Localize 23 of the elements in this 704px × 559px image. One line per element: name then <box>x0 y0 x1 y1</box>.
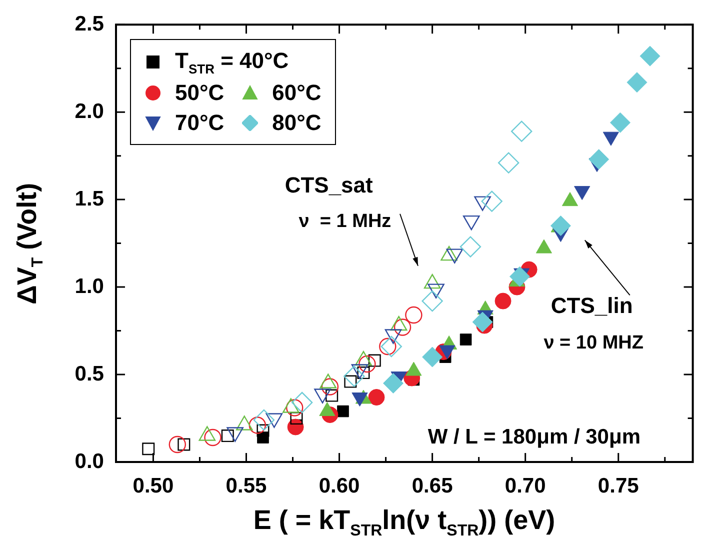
legend-label: 60°C <box>272 80 322 106</box>
legend-label: 80°C <box>272 110 322 136</box>
annotation: ν = 1 MHz <box>298 211 392 232</box>
y-tick-label: 1.0 <box>74 274 104 298</box>
annotation: CTS_lin <box>550 293 633 318</box>
x-axis-title: E ( = kT$_{STR}$ln(ν t$_{STR}$)) (eV) <box>253 505 556 540</box>
annotation: CTS_sat <box>284 172 374 198</box>
x-tick-label: 0.75 <box>598 474 640 498</box>
annotation: W / L = 180μm / 30μm <box>428 426 641 449</box>
legend-label: 70°C <box>175 110 224 136</box>
y-tick-label: 2.5 <box>74 12 104 36</box>
x-tick-label: 0.50 <box>132 474 174 498</box>
y-tick-label: 2.0 <box>74 100 104 123</box>
x-tick-label: 0.60 <box>318 474 360 498</box>
y-tick-label: 1.5 <box>74 187 104 210</box>
annotation: ν = 10 MHZ <box>544 332 644 354</box>
y-tick-label: 0.0 <box>74 450 104 473</box>
legend-label: 50°C <box>175 80 224 106</box>
y-tick-label: 0.5 <box>74 362 104 386</box>
legend-label: T$_{STR}$ = 40°C <box>175 48 289 76</box>
x-tick-label: 0.55 <box>226 474 267 498</box>
x-tick-label: 0.65 <box>412 474 454 498</box>
x-tick-label: 0.70 <box>504 474 546 498</box>
